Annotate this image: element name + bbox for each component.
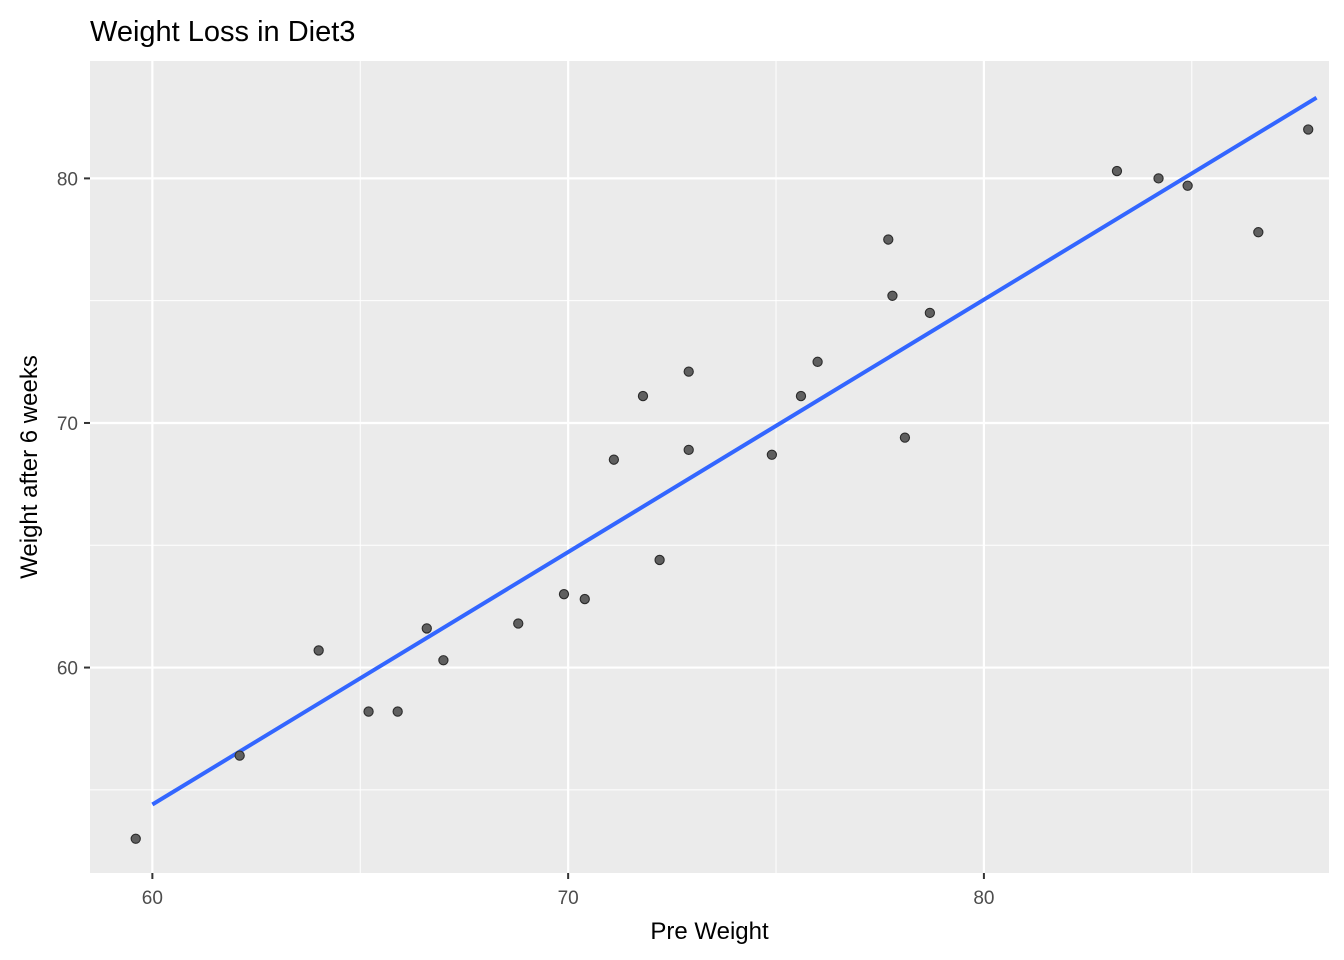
y-axis-title: Weight after 6 weeks — [16, 355, 43, 579]
chart-title: Weight Loss in Diet3 — [90, 16, 355, 48]
data-point — [887, 290, 898, 301]
y-tick-label: 80 — [57, 169, 78, 190]
data-point — [363, 706, 374, 717]
major-gridlines — [90, 61, 1329, 873]
data-points — [130, 124, 1314, 844]
data-point — [883, 234, 894, 245]
data-point — [1153, 173, 1164, 184]
minor-gridlines — [90, 61, 1329, 873]
y-tick-label: 60 — [57, 659, 78, 680]
data-point — [1111, 165, 1123, 177]
data-point — [812, 356, 823, 367]
data-point — [683, 444, 694, 456]
y-axis-ticks: 60 70 80 — [57, 169, 90, 680]
data-point — [313, 645, 324, 656]
data-point — [899, 432, 911, 443]
data-point — [1303, 124, 1314, 135]
x-tick-label: 80 — [973, 888, 994, 909]
data-point — [1182, 180, 1193, 191]
x-tick-label: 60 — [142, 888, 163, 909]
data-point — [234, 750, 245, 761]
data-point — [654, 554, 665, 566]
data-point — [513, 618, 524, 629]
data-point — [579, 593, 590, 605]
data-point — [795, 390, 807, 402]
data-point — [421, 623, 432, 634]
data-point — [637, 390, 649, 402]
data-point — [924, 307, 936, 319]
x-axis-ticks: 60 70 80 — [142, 873, 994, 909]
x-tick-label: 70 — [558, 888, 579, 909]
data-point — [438, 655, 449, 666]
regression-line — [151, 95, 1318, 807]
x-axis-title: Pre Weight — [650, 918, 769, 945]
data-point — [392, 706, 403, 717]
data-point — [608, 454, 620, 465]
data-point — [130, 833, 141, 844]
data-point — [766, 449, 778, 460]
data-point — [1253, 227, 1264, 238]
y-tick-label: 70 — [57, 414, 78, 435]
data-point — [558, 589, 570, 600]
data-point — [683, 366, 694, 377]
